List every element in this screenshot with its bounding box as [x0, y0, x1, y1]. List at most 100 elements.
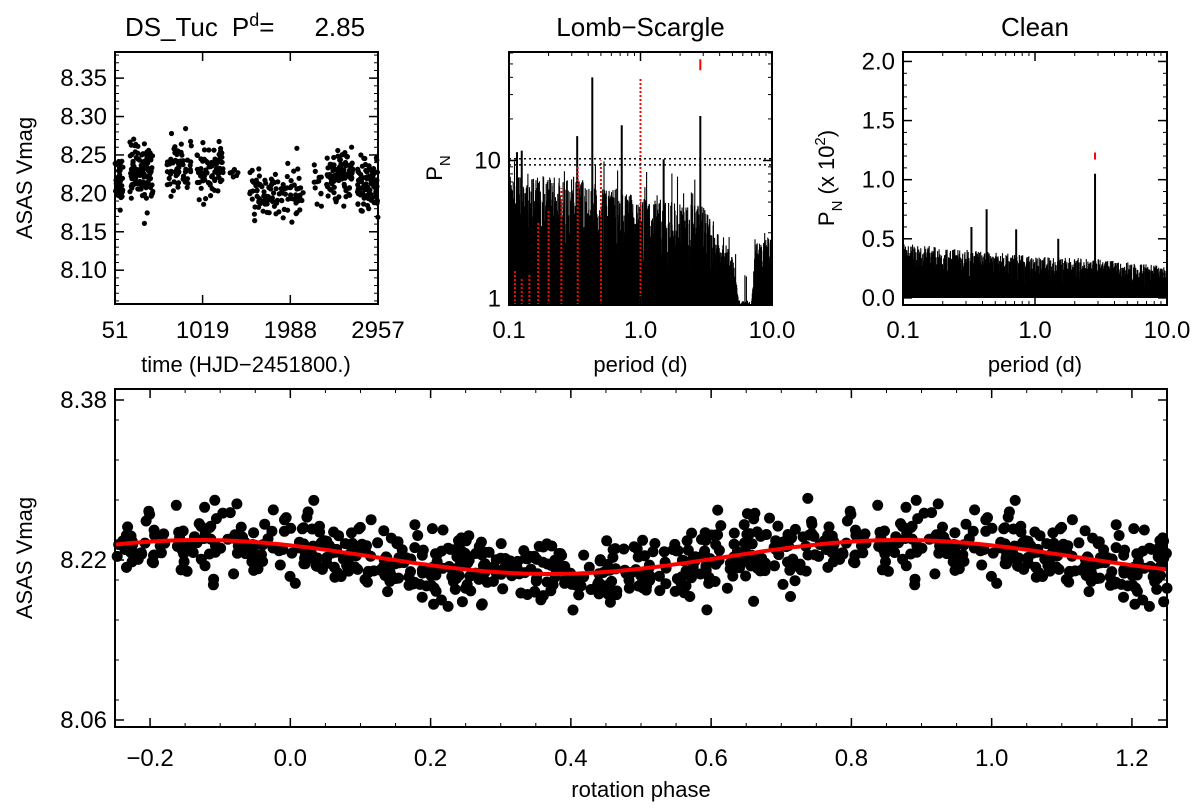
ylabel-sub: N [437, 155, 454, 166]
data-point [366, 206, 372, 212]
data-point [982, 512, 993, 524]
data-point [274, 559, 286, 571]
data-point [359, 190, 365, 196]
data-point [342, 150, 348, 156]
x-tick-label: 51 [102, 317, 129, 344]
data-point [960, 518, 972, 530]
data-point [706, 529, 718, 541]
data-point [1009, 494, 1021, 506]
data-point [206, 147, 212, 153]
data-point [133, 141, 139, 147]
y-tick-label: 8.35 [60, 65, 107, 92]
data-point [172, 150, 178, 156]
data-point [199, 560, 211, 572]
data-point [1093, 536, 1105, 548]
data-point [356, 170, 362, 176]
ylabel-close: ) [814, 130, 839, 137]
data-point [1157, 545, 1169, 557]
phase-curve-panel: −0.2 0.0 0.2 0.4 0.6 0.8 1.0 1.2 8.06 8.22 8.38 rot… [12, 387, 1173, 802]
data-point [1110, 542, 1122, 554]
data-point [219, 159, 225, 165]
data-point [999, 522, 1011, 534]
x-tick-label: 0.4 [554, 745, 587, 772]
data-point [176, 164, 182, 170]
data-point [175, 158, 181, 164]
data-point [148, 524, 160, 536]
data-point [178, 548, 190, 560]
x-tick-label: 0.8 [835, 745, 868, 772]
data-point [632, 551, 644, 563]
data-point [985, 570, 997, 582]
data-point [139, 152, 145, 158]
data-point [128, 548, 140, 560]
data-point [261, 189, 267, 195]
data-point [830, 548, 841, 560]
data-point [976, 559, 988, 571]
x-tick-label: 0.0 [274, 745, 307, 772]
data-point [371, 169, 377, 176]
data-point [364, 169, 370, 175]
data-point [1033, 567, 1045, 579]
data-point [477, 560, 489, 572]
data-point [362, 155, 368, 162]
data-point [909, 573, 921, 585]
data-point [266, 210, 272, 216]
data-point [254, 187, 260, 193]
data-point [724, 557, 736, 569]
y-tick-label: 0.5 [862, 226, 895, 253]
data-point [949, 527, 961, 539]
data-point [682, 544, 694, 556]
data-point [260, 208, 266, 214]
data-point [216, 138, 222, 145]
data-point [166, 175, 172, 181]
data-point [1128, 523, 1140, 535]
x-tick-label: 1.0 [624, 317, 657, 344]
data-point [363, 174, 369, 180]
data-point [349, 144, 355, 150]
data-point [958, 555, 970, 567]
data-point [294, 145, 300, 151]
data-point [802, 549, 814, 561]
data-point [298, 522, 310, 534]
data-point [1133, 548, 1145, 560]
data-point [274, 197, 280, 203]
x-tick-label: 1.0 [975, 745, 1008, 772]
data-point [937, 521, 948, 533]
data-point [754, 559, 765, 571]
data-point [259, 518, 271, 530]
data-point [355, 201, 361, 207]
fit-curve [114, 538, 1168, 576]
data-point [337, 166, 344, 172]
data-point [362, 567, 374, 579]
data-point [803, 529, 815, 541]
data-point [769, 560, 780, 572]
data-point [294, 210, 300, 216]
data-point [900, 501, 912, 513]
data-point [143, 505, 155, 517]
data-point [208, 573, 220, 585]
data-point [358, 208, 364, 214]
data-point [352, 563, 364, 575]
data-point [337, 156, 343, 162]
data-point [147, 150, 153, 156]
y-tick-label: 1 [488, 286, 501, 313]
data-point [215, 159, 221, 165]
data-point [365, 514, 377, 526]
data-point [231, 547, 243, 559]
data-point [372, 185, 378, 191]
data-point [187, 167, 193, 173]
data-point [1064, 567, 1076, 579]
title-eq: = [259, 12, 274, 42]
data-point [132, 172, 138, 178]
data-point [918, 507, 930, 519]
data-point [166, 161, 172, 167]
data-point [495, 538, 507, 550]
data-point [749, 507, 761, 519]
data-point [211, 147, 217, 153]
data-point [240, 548, 251, 560]
data-point [382, 586, 394, 598]
data-point [823, 521, 835, 533]
data-point [986, 522, 998, 534]
data-point [314, 179, 320, 185]
x-tick-label: 0.2 [414, 745, 447, 772]
